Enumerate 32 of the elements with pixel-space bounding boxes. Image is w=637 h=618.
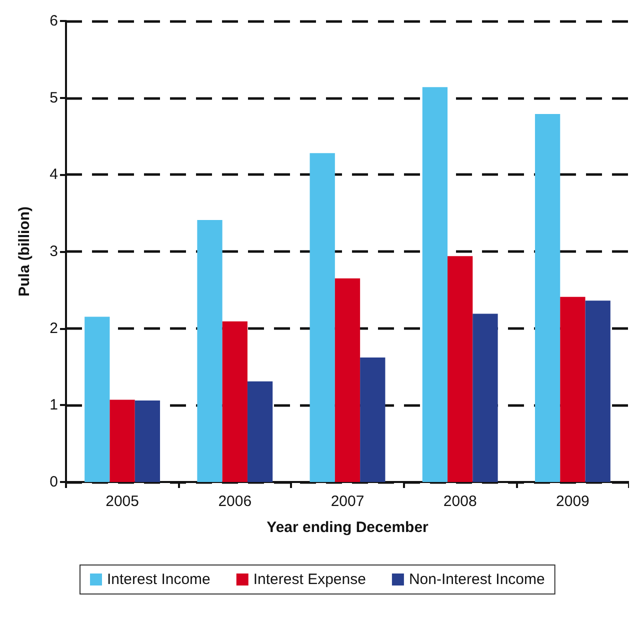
y-tick-label: 5 [50,89,58,106]
y-tick-label: 1 [50,396,58,414]
bar [110,400,135,482]
bar [560,296,586,482]
bar [534,114,560,482]
y-tick-label: 3 [50,243,58,260]
legend-label: Interest Income [107,571,210,588]
y-tick-label: 6 [50,12,58,30]
bar [585,300,610,482]
legend-label: Non-Interest Income [408,571,545,588]
x-tick-label: 2006 [218,493,252,510]
bar [134,400,160,482]
x-tick-label: 2007 [330,493,364,510]
bar [84,316,110,482]
bar [310,153,335,482]
y-axis-title: Pula (billion) [16,206,33,296]
bar [422,87,448,482]
bar [472,314,498,482]
legend-label: Interest Expense [253,571,366,588]
bar [222,321,248,482]
bar [334,278,360,482]
x-tick-label: 2008 [443,493,477,510]
y-tick-label: 2 [50,320,58,337]
bar [197,220,222,482]
x-tick-label: 2005 [106,493,139,510]
y-tick-label: 0 [50,474,58,490]
bar [247,381,273,482]
x-tick-label: 2009 [556,493,590,510]
bar [360,358,386,482]
x-axis-title: Year ending December [266,519,429,536]
bar [448,256,473,482]
y-tick-label: 4 [50,166,58,184]
